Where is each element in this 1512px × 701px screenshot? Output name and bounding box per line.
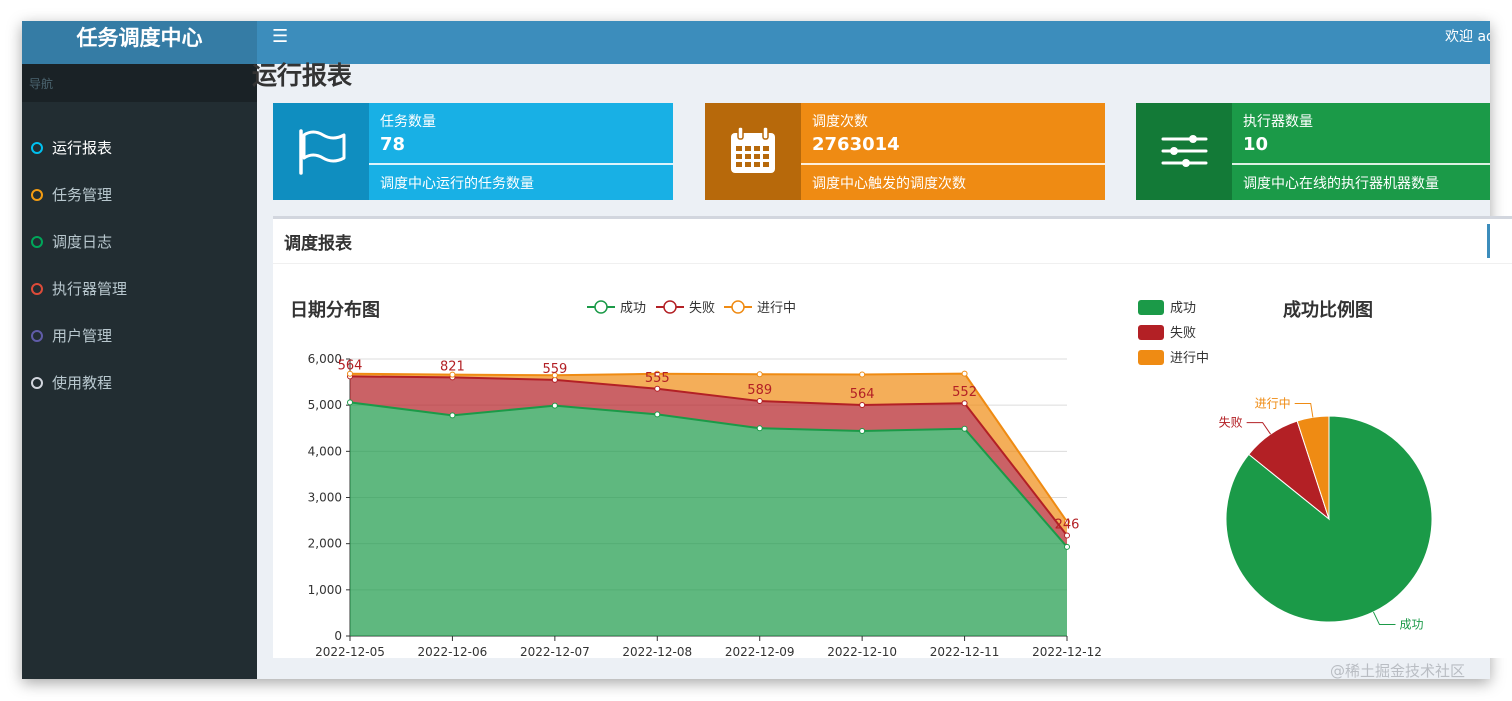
nav-body: 运行报表 任务管理 调度日志 执行器管理 用户管理 使用教程 [22, 102, 257, 679]
circle-icon [31, 142, 43, 154]
sidebar-item-help[interactable]: 使用教程 [22, 362, 257, 404]
sidebar-item-label: 任务管理 [52, 186, 113, 204]
sidebar-item-logs[interactable]: 调度日志 [22, 221, 257, 263]
info-box-divider [1232, 163, 1490, 165]
welcome-user[interactable]: 欢迎 admin [1445, 29, 1490, 45]
page-title: 运行报表 [252, 61, 353, 90]
panel-divider [273, 263, 1512, 264]
circle-icon [31, 189, 43, 201]
sidebar-item-label: 运行报表 [52, 139, 113, 157]
sidebar-item-label: 使用教程 [52, 374, 113, 392]
sidebar-item-report[interactable]: 运行报表 [22, 127, 257, 169]
nav-header: 导航 [22, 64, 257, 102]
sidebar: 任务调度中心 导航 运行报表 任务管理 调度日志 执行器管理 用户管理 [22, 21, 257, 679]
info-box-executors: 执行器数量 10 调度中心在线的执行器机器数量 [1136, 103, 1490, 200]
report-panel: 调度报表 [273, 216, 1512, 658]
panel-title: 调度报表 [284, 234, 352, 254]
app-logo[interactable]: 任务调度中心 [22, 21, 257, 64]
info-box-label: 执行器数量 [1243, 114, 1313, 130]
top-navbar: ☰ 欢迎 admin [257, 21, 1490, 64]
calendar-icon [705, 103, 801, 200]
info-box-value: 10 [1243, 134, 1269, 155]
info-box-jobs: 任务数量 78 调度中心运行的任务数量 [273, 103, 673, 200]
circle-icon [31, 236, 43, 248]
sidebar-item-executors[interactable]: 执行器管理 [22, 268, 257, 310]
info-box-desc: 调度中心触发的调度次数 [812, 176, 966, 192]
sliders-icon [1136, 103, 1232, 200]
sidebar-item-label: 用户管理 [52, 327, 113, 345]
info-box-desc: 调度中心运行的任务数量 [380, 176, 534, 192]
info-box-divider [801, 163, 1105, 165]
info-box-value: 78 [380, 134, 406, 155]
sidebar-item-label: 执行器管理 [52, 280, 128, 298]
sidebar-item-users[interactable]: 用户管理 [22, 315, 257, 357]
info-box-label: 调度次数 [812, 114, 868, 130]
info-box-value: 2763014 [812, 134, 900, 155]
watermark: @稀土掘金技术社区 [1330, 662, 1466, 680]
info-box-desc: 调度中心在线的执行器机器数量 [1243, 176, 1439, 192]
bars-icon[interactable]: ☰ [272, 26, 289, 47]
info-box-triggers: 调度次数 2763014 调度中心触发的调度次数 [705, 103, 1105, 200]
sidebar-item-label: 调度日志 [52, 233, 113, 251]
circle-icon [31, 377, 43, 389]
panel-tool-edge [1487, 224, 1490, 258]
sidebar-item-jobs[interactable]: 任务管理 [22, 174, 257, 216]
info-box-divider [369, 163, 673, 165]
circle-icon [31, 283, 43, 295]
info-box-label: 任务数量 [380, 114, 436, 130]
flag-icon [273, 103, 369, 200]
circle-icon [31, 330, 43, 342]
